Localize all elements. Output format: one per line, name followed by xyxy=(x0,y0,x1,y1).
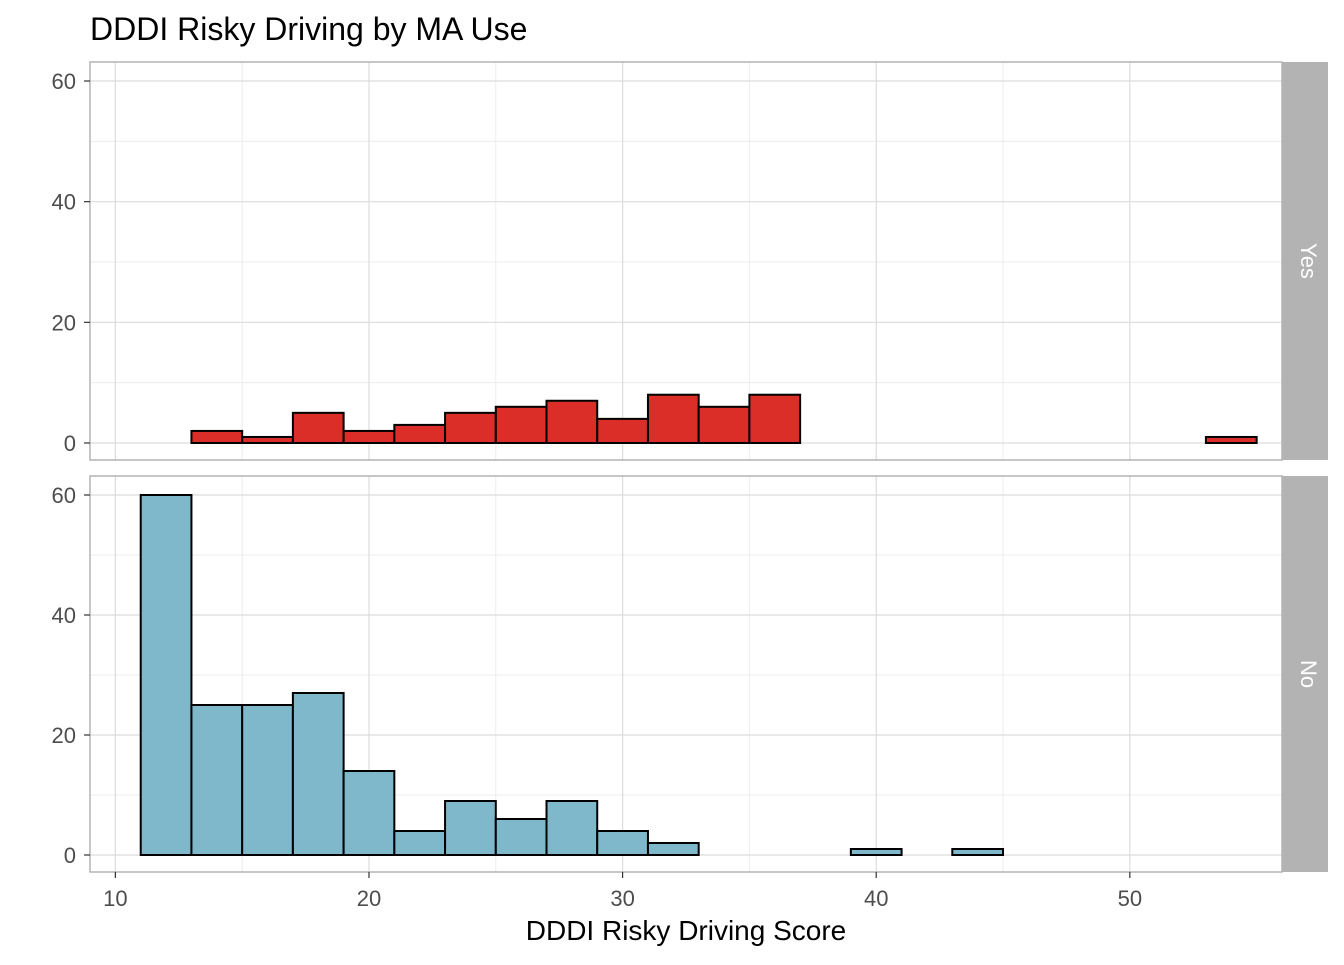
histogram-bar xyxy=(646,393,700,445)
histogram-bar xyxy=(393,830,447,856)
x-tick-label: 40 xyxy=(864,886,888,911)
histogram-bar xyxy=(241,704,294,856)
y-tick-label: 60 xyxy=(52,483,76,508)
facet-strip xyxy=(1282,62,1328,460)
histogram-bar xyxy=(545,800,599,856)
histogram-bar xyxy=(545,399,599,444)
histogram-bar xyxy=(444,800,497,856)
histogram-bar xyxy=(646,842,700,856)
y-tick-label: 40 xyxy=(52,190,76,215)
histogram-bar xyxy=(697,405,751,444)
histogram-bar xyxy=(596,830,649,856)
y-tick-label: 20 xyxy=(52,310,76,335)
facet-strip-label: No xyxy=(1296,660,1321,688)
panel-no: 0 20 40 60 No xyxy=(52,475,1328,873)
histogram-bar xyxy=(444,411,497,445)
histogram-bar xyxy=(241,435,294,445)
histogram-bar xyxy=(342,429,396,444)
histogram-bar xyxy=(139,494,193,856)
x-tick-label: 10 xyxy=(103,886,127,911)
facet-strip xyxy=(1282,476,1328,872)
histogram-bar xyxy=(291,692,345,856)
y-tick-label: 0 xyxy=(64,843,76,868)
histogram-bar xyxy=(1204,435,1258,445)
chart-title: DDDI Risky Driving by MA Use xyxy=(90,11,527,47)
histogram-bar xyxy=(596,417,649,445)
histogram-bar xyxy=(849,848,903,856)
histogram-bar xyxy=(342,770,396,856)
x-tick-label: 30 xyxy=(610,886,634,911)
x-tick-label: 20 xyxy=(357,886,381,911)
y-tick-label: 20 xyxy=(52,723,76,748)
x-axis-label: DDDI Risky Driving Score xyxy=(526,915,847,946)
x-axis: 10 20 30 40 50 xyxy=(103,872,1142,911)
histogram-bar xyxy=(190,704,244,856)
histogram-bar xyxy=(494,405,548,444)
histogram-bar xyxy=(494,818,548,856)
histogram-bar xyxy=(190,429,244,444)
histogram-bar xyxy=(748,393,802,445)
histogram-bar xyxy=(291,411,345,445)
y-tick-label: 40 xyxy=(52,603,76,628)
panel-yes: 0 20 40 60 Yes xyxy=(52,61,1328,461)
x-tick-label: 50 xyxy=(1118,886,1142,911)
histogram-bar xyxy=(393,423,447,444)
histogram-bar xyxy=(951,848,1005,856)
y-tick-label: 60 xyxy=(52,69,76,94)
y-tick-label: 0 xyxy=(64,431,76,456)
facet-strip-label: Yes xyxy=(1296,243,1321,279)
